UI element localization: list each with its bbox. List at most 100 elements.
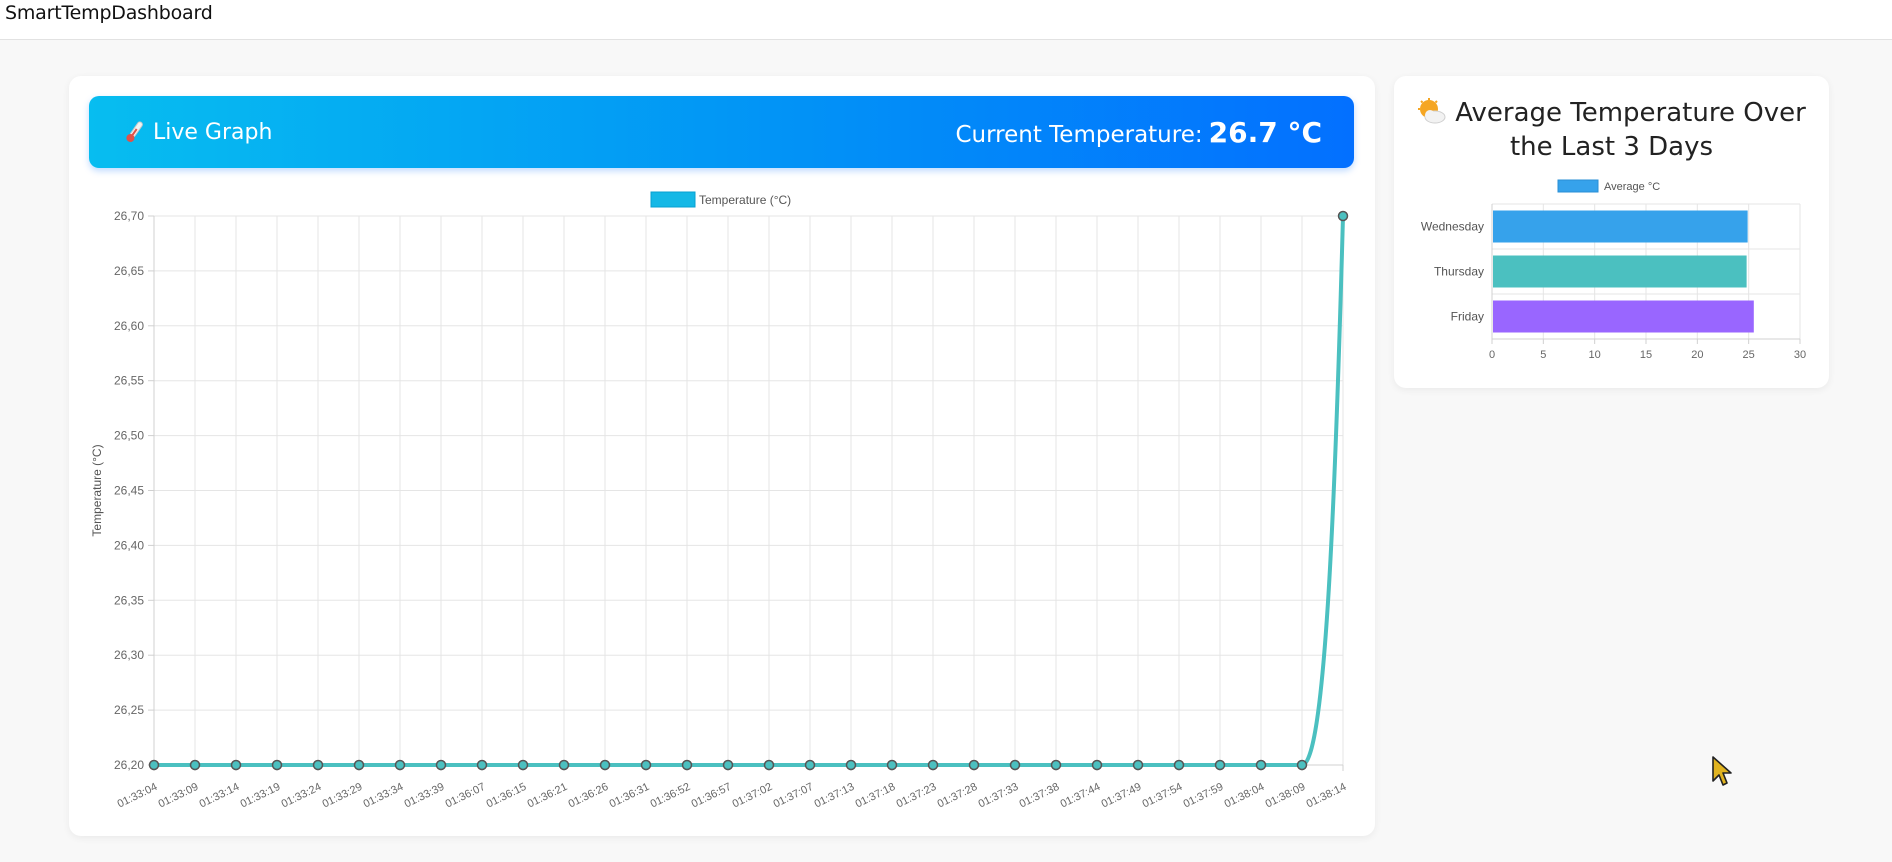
avg-chart-legend: Average °C	[1557, 179, 1660, 193]
avg-legend-label: Average °C	[1604, 181, 1660, 193]
y-tick-label: 26,70	[114, 209, 144, 223]
top-bar: SmartTempDashboard	[0, 0, 1892, 40]
live-graph-title-group: Live Graph	[125, 119, 272, 145]
data-point	[476, 759, 488, 771]
data-point	[353, 759, 365, 771]
data-point	[640, 759, 652, 771]
x-tick-label: 01:37:23	[895, 781, 939, 811]
y-tick-label: 26,65	[114, 264, 144, 278]
current-temperature-value: 26.7 °C	[1208, 116, 1322, 149]
x-tick-label: 01:36:31	[608, 781, 652, 811]
avg-category-label: Friday	[1451, 310, 1484, 324]
y-tick-label: 26,30	[114, 648, 144, 662]
x-tick-label: 01:37:28	[936, 781, 980, 811]
x-tick-label: 01:37:33	[977, 781, 1021, 811]
y-tick-label: 26,45	[114, 484, 144, 498]
data-point	[845, 759, 857, 771]
data-point	[189, 759, 201, 771]
live-graph-card: Live Graph Current Temperature: 26.7 °C …	[69, 76, 1375, 836]
x-tick-label: 01:36:07	[444, 781, 488, 811]
data-point	[1296, 759, 1308, 771]
avg-category-label: Thursday	[1434, 265, 1484, 279]
data-point	[148, 759, 160, 771]
chart-legend: Temperature (°C)	[650, 191, 791, 208]
x-tick-label: 01:38:09	[1264, 781, 1308, 811]
y-tick-label: 26,40	[114, 538, 144, 552]
data-point	[763, 759, 775, 771]
x-tick-label: 01:37:38	[1018, 781, 1062, 811]
data-point	[558, 759, 570, 771]
x-tick-label: 01:38:14	[1305, 781, 1349, 811]
x-tick-label: 01:33:04	[116, 781, 160, 811]
avg-x-tick-label: 25	[1743, 349, 1755, 361]
legend-label: Temperature (°C)	[699, 193, 791, 207]
x-tick-label: 01:33:09	[157, 781, 201, 811]
sun-behind-cloud-icon	[1417, 98, 1447, 124]
x-tick-label: 01:37:18	[854, 781, 898, 811]
live-temperature-chart: Temperature (°C) 26,70 26,65 26,60 26,55 26,5…	[90, 191, 1349, 811]
data-point	[1050, 759, 1062, 771]
y-tick-label: 26,25	[114, 703, 144, 717]
x-tick-label: 01:33:34	[362, 781, 406, 811]
data-point	[1173, 759, 1185, 771]
avg-bar	[1493, 210, 1748, 243]
y-tick-label: 26,55	[114, 374, 144, 388]
average-temperature-card: Average Temperature Over the Last 3 Days…	[1394, 76, 1829, 388]
data-point	[230, 759, 242, 771]
x-tick-label: 01:33:14	[198, 781, 242, 811]
data-point	[271, 759, 283, 771]
data-point	[927, 759, 939, 771]
data-point	[394, 759, 406, 771]
data-point	[1091, 759, 1103, 771]
avg-x-tick-label: 15	[1640, 349, 1652, 361]
data-point	[1132, 759, 1144, 771]
x-tick-label: 01:37:44	[1059, 781, 1103, 811]
x-tick-label: 01:37:59	[1182, 781, 1226, 811]
live-graph-title: Live Graph	[153, 119, 273, 145]
x-tick-label: 01:37:02	[731, 781, 775, 811]
data-point	[517, 759, 529, 771]
avg-x-tick-label: 30	[1794, 349, 1806, 361]
x-tick-label: 01:36:15	[485, 781, 529, 811]
avg-x-tick-label: 0	[1489, 349, 1495, 361]
avg-category-label: Wednesday	[1421, 220, 1484, 234]
x-tick-label: 01:37:13	[813, 781, 857, 811]
current-temperature-label: Current Temperature:	[955, 122, 1203, 148]
y-axis-title: Temperature (°C)	[90, 444, 104, 536]
live-graph-header: Live Graph Current Temperature: 26.7 °C	[89, 96, 1354, 168]
data-point	[1255, 759, 1267, 771]
x-tick-label: 01:37:49	[1100, 781, 1144, 811]
y-tick-label: 26,20	[114, 758, 144, 772]
x-tick-label: 01:37:07	[772, 781, 816, 811]
data-point	[681, 759, 693, 771]
app-title: SmartTempDashboard	[5, 2, 213, 24]
data-point	[1214, 759, 1226, 771]
avg-bar	[1493, 255, 1747, 288]
average-temperature-chart: Average °C 0 5 10 15 20 25 30 Wednesday Thursday F…	[1421, 179, 1806, 361]
average-temperature-title-group: Average Temperature Over the Last 3 Days	[1414, 96, 1809, 164]
x-tick-label: 01:38:04	[1223, 781, 1267, 811]
legend-swatch	[650, 191, 696, 208]
current-temperature: Current Temperature: 26.7 °C	[955, 116, 1322, 149]
data-point	[435, 759, 447, 771]
avg-x-tick-label: 5	[1540, 349, 1546, 361]
data-point	[312, 759, 324, 771]
avg-bar	[1493, 300, 1754, 333]
y-tick-label: 26,50	[114, 429, 144, 443]
average-temperature-title: Average Temperature Over the Last 3 Days	[1455, 98, 1806, 162]
x-tick-label: 01:36:52	[649, 781, 693, 811]
data-point	[599, 759, 611, 771]
thermometer-icon	[125, 119, 143, 145]
data-point	[804, 759, 816, 771]
x-tick-label: 01:33:19	[239, 781, 283, 811]
y-tick-label: 26,60	[114, 319, 144, 333]
y-tick-label: 26,35	[114, 593, 144, 607]
avg-x-tick-label: 10	[1589, 349, 1601, 361]
x-tick-label: 01:37:54	[1141, 781, 1185, 811]
data-point	[1337, 210, 1349, 222]
x-tick-label: 01:36:26	[567, 781, 611, 811]
data-point	[1009, 759, 1021, 771]
x-tick-label: 01:33:29	[321, 781, 365, 811]
x-tick-label: 01:33:39	[403, 781, 447, 811]
data-point	[968, 759, 980, 771]
